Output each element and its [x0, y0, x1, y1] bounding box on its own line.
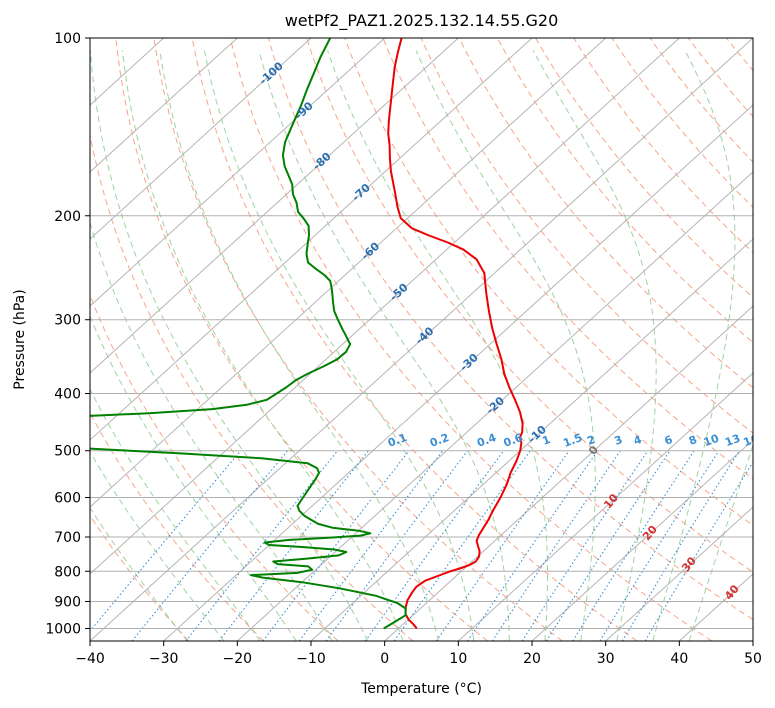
- moist-adiabat: [258, 50, 510, 641]
- dry-adiabat: [191, 38, 638, 641]
- y-tick-label: 200: [54, 209, 81, 225]
- y-tick-label: 300: [54, 313, 81, 329]
- moist-adiabat: [327, 50, 548, 641]
- dewpoint-upper-line: [90, 38, 352, 417]
- x-tick-label: −30: [149, 651, 179, 667]
- isotherm: [236, 171, 753, 641]
- isotherm: [605, 506, 753, 641]
- x-tick-label: 50: [744, 651, 762, 667]
- dry-adiabat: [382, 38, 753, 480]
- moist-adiabat: [652, 50, 736, 641]
- mixing-ratio-line: [364, 450, 505, 641]
- moist-adiabat: [90, 507, 188, 641]
- mixing-ratio-label: 2: [585, 433, 597, 448]
- isotherm: [384, 305, 753, 641]
- mixing-ratio-line: [599, 450, 720, 641]
- mixing-ratio-line: [545, 450, 671, 641]
- mixing-ratio-label: 10: [702, 432, 721, 450]
- isotherm: [90, 38, 312, 240]
- dry-adiabat: [90, 132, 414, 641]
- moist-adiabat: [90, 388, 261, 641]
- dry-adiabat: [458, 38, 753, 389]
- plot-area: -100-90-80-70-60-50-40-30-20-100.1 0.2 0.4…: [90, 38, 761, 641]
- mixing-ratio-label: 1.5: [561, 431, 584, 450]
- dry-adiabat: [573, 38, 753, 254]
- temperature-line: [387, 38, 524, 630]
- y-tick-label: 600: [54, 490, 81, 506]
- isotherm: [90, 38, 753, 641]
- x-axis-label: Temperature (°C): [360, 681, 482, 697]
- y-tick-label: 700: [54, 530, 81, 546]
- y-tick-label: 1000: [45, 621, 81, 637]
- dry-adiabat: [496, 38, 753, 344]
- x-tick-label: 40: [670, 651, 688, 667]
- dry-adiabat: [153, 38, 563, 641]
- isotherm: [531, 439, 753, 641]
- mixing-ratio-line: [185, 450, 339, 641]
- mixing-ratio-label: 0.6: [502, 431, 525, 450]
- mixing-ratio-line: [435, 450, 570, 641]
- x-tick-label: 0: [380, 651, 389, 667]
- mixing-ratio-label: 4: [632, 433, 644, 448]
- dry-adiabat: [90, 411, 264, 641]
- mixing-ratio-line: [325, 450, 468, 641]
- mixing-ratio-label: 8: [687, 433, 699, 448]
- isotherm: [90, 38, 533, 441]
- dry-adiabat: [90, 293, 339, 641]
- x-tick-label: 20: [523, 651, 541, 667]
- mixing-ratio-line: [521, 450, 649, 641]
- x-tick-label: 30: [597, 651, 615, 667]
- mixing-ratio-label: 0.4: [475, 431, 498, 450]
- mixing-ratio-line: [621, 450, 740, 641]
- x-tick-label: −40: [75, 651, 105, 667]
- isotherm: [90, 38, 459, 374]
- y-tick-label: 900: [54, 594, 81, 610]
- mixing-ratio-line: [572, 450, 695, 641]
- moist-adiabat: [90, 315, 297, 641]
- mixing-ratio-label: 16: [742, 432, 761, 450]
- dry-adiabat: [535, 38, 753, 299]
- y-tick-label: 400: [54, 387, 81, 403]
- mixing-ratio-label: 3: [613, 433, 625, 448]
- dry-adiabat: [306, 38, 753, 573]
- isotherm: [310, 238, 753, 641]
- mixing-ratio-label: 6: [663, 433, 675, 448]
- dry-adiabat: [229, 38, 712, 641]
- axes: −40 −30 −20 −10 0 10 20 30 40 5010020030040050060…: [45, 31, 762, 667]
- mixing-ratio-label: 0.1: [386, 431, 409, 450]
- chart-title: wetPf2_PAZ1.2025.132.14.55.G20: [285, 11, 559, 31]
- mixing-ratio-label: 13: [723, 432, 742, 449]
- mixing-ratio-line: [90, 450, 242, 632]
- moist-adiabat: [159, 50, 439, 641]
- y-tick-label: 100: [54, 31, 81, 47]
- x-tick-label: 10: [449, 651, 467, 667]
- mixing-ratio-label: 0.2: [428, 431, 451, 450]
- mixing-ratio-label: 1: [540, 433, 552, 448]
- isotherm: [90, 38, 386, 307]
- plot-frame: [89, 37, 754, 642]
- mixing-ratio-line: [131, 450, 289, 641]
- x-tick-label: −20: [223, 651, 253, 667]
- dewpoint-line: [90, 447, 407, 630]
- y-axis-label: Pressure (hPa): [12, 289, 28, 389]
- y-tick-label: 800: [54, 564, 81, 580]
- isotherm: [90, 38, 607, 508]
- moist-adiabat: [90, 50, 369, 641]
- moist-adiabat: [688, 443, 753, 641]
- isotherm: [90, 38, 238, 173]
- y-tick-label: 500: [54, 444, 81, 460]
- mixing-ratio-line: [644, 461, 753, 641]
- moist-adiabat: [203, 50, 475, 641]
- x-tick-label: −10: [296, 651, 326, 667]
- dry-adiabat: [649, 38, 753, 163]
- isotherm: [457, 372, 753, 641]
- mixing-ratio-line: [393, 450, 531, 641]
